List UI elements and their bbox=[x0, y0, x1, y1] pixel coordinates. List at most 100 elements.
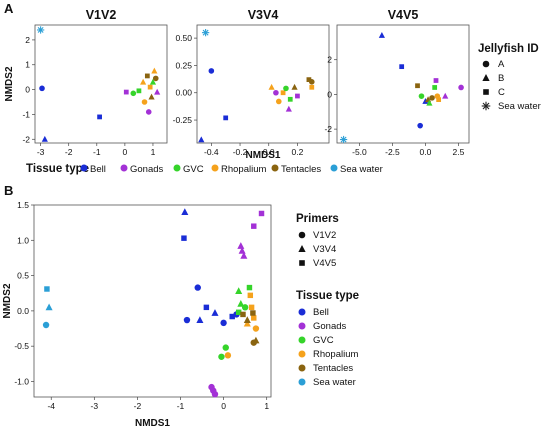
x-tick-label: 0 bbox=[123, 147, 128, 157]
data-point bbox=[151, 67, 158, 74]
data-point bbox=[237, 299, 245, 307]
data-point bbox=[251, 315, 257, 321]
legend-label: Tentacles bbox=[281, 164, 321, 175]
data-point bbox=[378, 32, 385, 38]
x-tick-label: -1 bbox=[177, 401, 185, 411]
legend-swatch bbox=[482, 60, 490, 68]
data-point bbox=[243, 316, 251, 323]
y-tick-label: 0 bbox=[25, 85, 30, 95]
data-point bbox=[250, 339, 257, 346]
legend-swatch bbox=[298, 322, 306, 330]
panel-title: V3V4 bbox=[248, 8, 279, 22]
data-point bbox=[181, 208, 189, 215]
data-point bbox=[240, 251, 248, 259]
panel-b-label: B bbox=[4, 183, 13, 198]
y-tick-label: -1 bbox=[22, 109, 30, 119]
data-point bbox=[458, 84, 464, 91]
y-tick-label: 0 bbox=[327, 89, 332, 99]
legend-swatch bbox=[211, 164, 219, 172]
data-point bbox=[418, 93, 425, 99]
y-axis-title: NMDS2 bbox=[2, 283, 13, 318]
data-point bbox=[442, 92, 449, 99]
data-point bbox=[220, 319, 227, 327]
data-point bbox=[252, 325, 260, 332]
data-point bbox=[144, 73, 150, 79]
y-axis-title: NMDS2 bbox=[4, 66, 15, 101]
data-point bbox=[208, 68, 215, 74]
legend-label: Bell bbox=[313, 307, 329, 318]
legend-label: V4V5 bbox=[313, 258, 336, 269]
data-point bbox=[211, 309, 219, 316]
data-point bbox=[223, 115, 229, 121]
data-point bbox=[436, 97, 442, 102]
legend-label: GVC bbox=[183, 164, 204, 175]
legend-label: Rhopalium bbox=[221, 164, 266, 175]
data-point bbox=[422, 97, 429, 104]
data-point bbox=[235, 287, 243, 294]
legend-label: Sea water bbox=[498, 101, 541, 112]
y-tick-label: -2 bbox=[22, 134, 30, 144]
data-point bbox=[433, 78, 439, 83]
data-point bbox=[194, 284, 201, 291]
data-point bbox=[248, 304, 255, 311]
legend-swatch bbox=[483, 89, 489, 95]
data-point bbox=[154, 88, 161, 95]
x-axis-title: NMDS1 bbox=[245, 150, 280, 161]
data-point bbox=[181, 235, 187, 241]
x-axis-title: NMDS1 bbox=[135, 418, 170, 429]
y-tick-label: 0.0 bbox=[17, 306, 29, 316]
data-point bbox=[309, 84, 315, 90]
legend-label: GVC bbox=[313, 335, 334, 346]
x-tick-label: -1 bbox=[93, 147, 101, 157]
data-point bbox=[237, 242, 245, 249]
data-point bbox=[222, 344, 229, 351]
x-tick-label: 0.0 bbox=[263, 147, 275, 157]
y-tick-label: -0.25 bbox=[173, 115, 193, 125]
data-point bbox=[246, 284, 253, 291]
data-point bbox=[339, 135, 348, 144]
plot-frame bbox=[34, 24, 168, 144]
y-tick-label: 2 bbox=[327, 55, 332, 65]
panel-title: V4V5 bbox=[388, 8, 419, 22]
data-point bbox=[417, 122, 423, 129]
legend-label: Gonads bbox=[313, 321, 347, 332]
data-point bbox=[203, 304, 210, 311]
data-point bbox=[241, 304, 249, 311]
data-point bbox=[140, 78, 147, 85]
panel-title: V1V2 bbox=[86, 8, 117, 22]
tissue-legend-b-title: Tissue type bbox=[296, 290, 359, 302]
scatter-panel-1: -3 -2 -1 0 1 -2 -1 0 1 2 V1V2 NMDS2 bbox=[4, 8, 168, 157]
y-tick-label: -1.0 bbox=[14, 376, 29, 386]
data-point bbox=[224, 352, 232, 359]
x-tick-label: -5.0 bbox=[352, 147, 367, 157]
data-point bbox=[250, 310, 256, 316]
plot-frame bbox=[196, 24, 330, 144]
data-point bbox=[147, 84, 153, 90]
data-point bbox=[44, 286, 50, 292]
legend-label: Gonads bbox=[130, 164, 164, 175]
plot-frame bbox=[33, 204, 272, 398]
legend-swatch bbox=[173, 164, 181, 172]
legend-label: Tentacles bbox=[313, 363, 353, 374]
figure-labels: A B bbox=[4, 1, 14, 198]
data-point bbox=[273, 89, 279, 96]
x-tick-label: 0.2 bbox=[292, 147, 304, 157]
legend-swatch bbox=[298, 231, 306, 239]
data-point bbox=[287, 96, 293, 102]
tissue-legend-a-title: Tissue type bbox=[26, 163, 89, 175]
x-tick-label: -4 bbox=[47, 401, 55, 411]
data-point bbox=[291, 83, 298, 90]
x-tick-label: -0.2 bbox=[233, 147, 248, 157]
y-tick-label: 1 bbox=[25, 60, 30, 70]
x-tick-label: 2.5 bbox=[453, 147, 465, 157]
data-point bbox=[415, 83, 420, 89]
data-point bbox=[280, 90, 286, 96]
scatter-panel-2: -0.4 -0.2 0.0 0.2 -0.25 0.00 0.25 0.50 V3V4 NMDS1 bbox=[173, 8, 330, 161]
x-tick-label: -2 bbox=[134, 401, 142, 411]
legend-label: Bell bbox=[90, 164, 106, 175]
legend-swatch bbox=[298, 336, 306, 344]
legend-swatch bbox=[330, 164, 338, 172]
y-tick-label: 2 bbox=[25, 35, 30, 45]
data-point bbox=[196, 316, 204, 323]
